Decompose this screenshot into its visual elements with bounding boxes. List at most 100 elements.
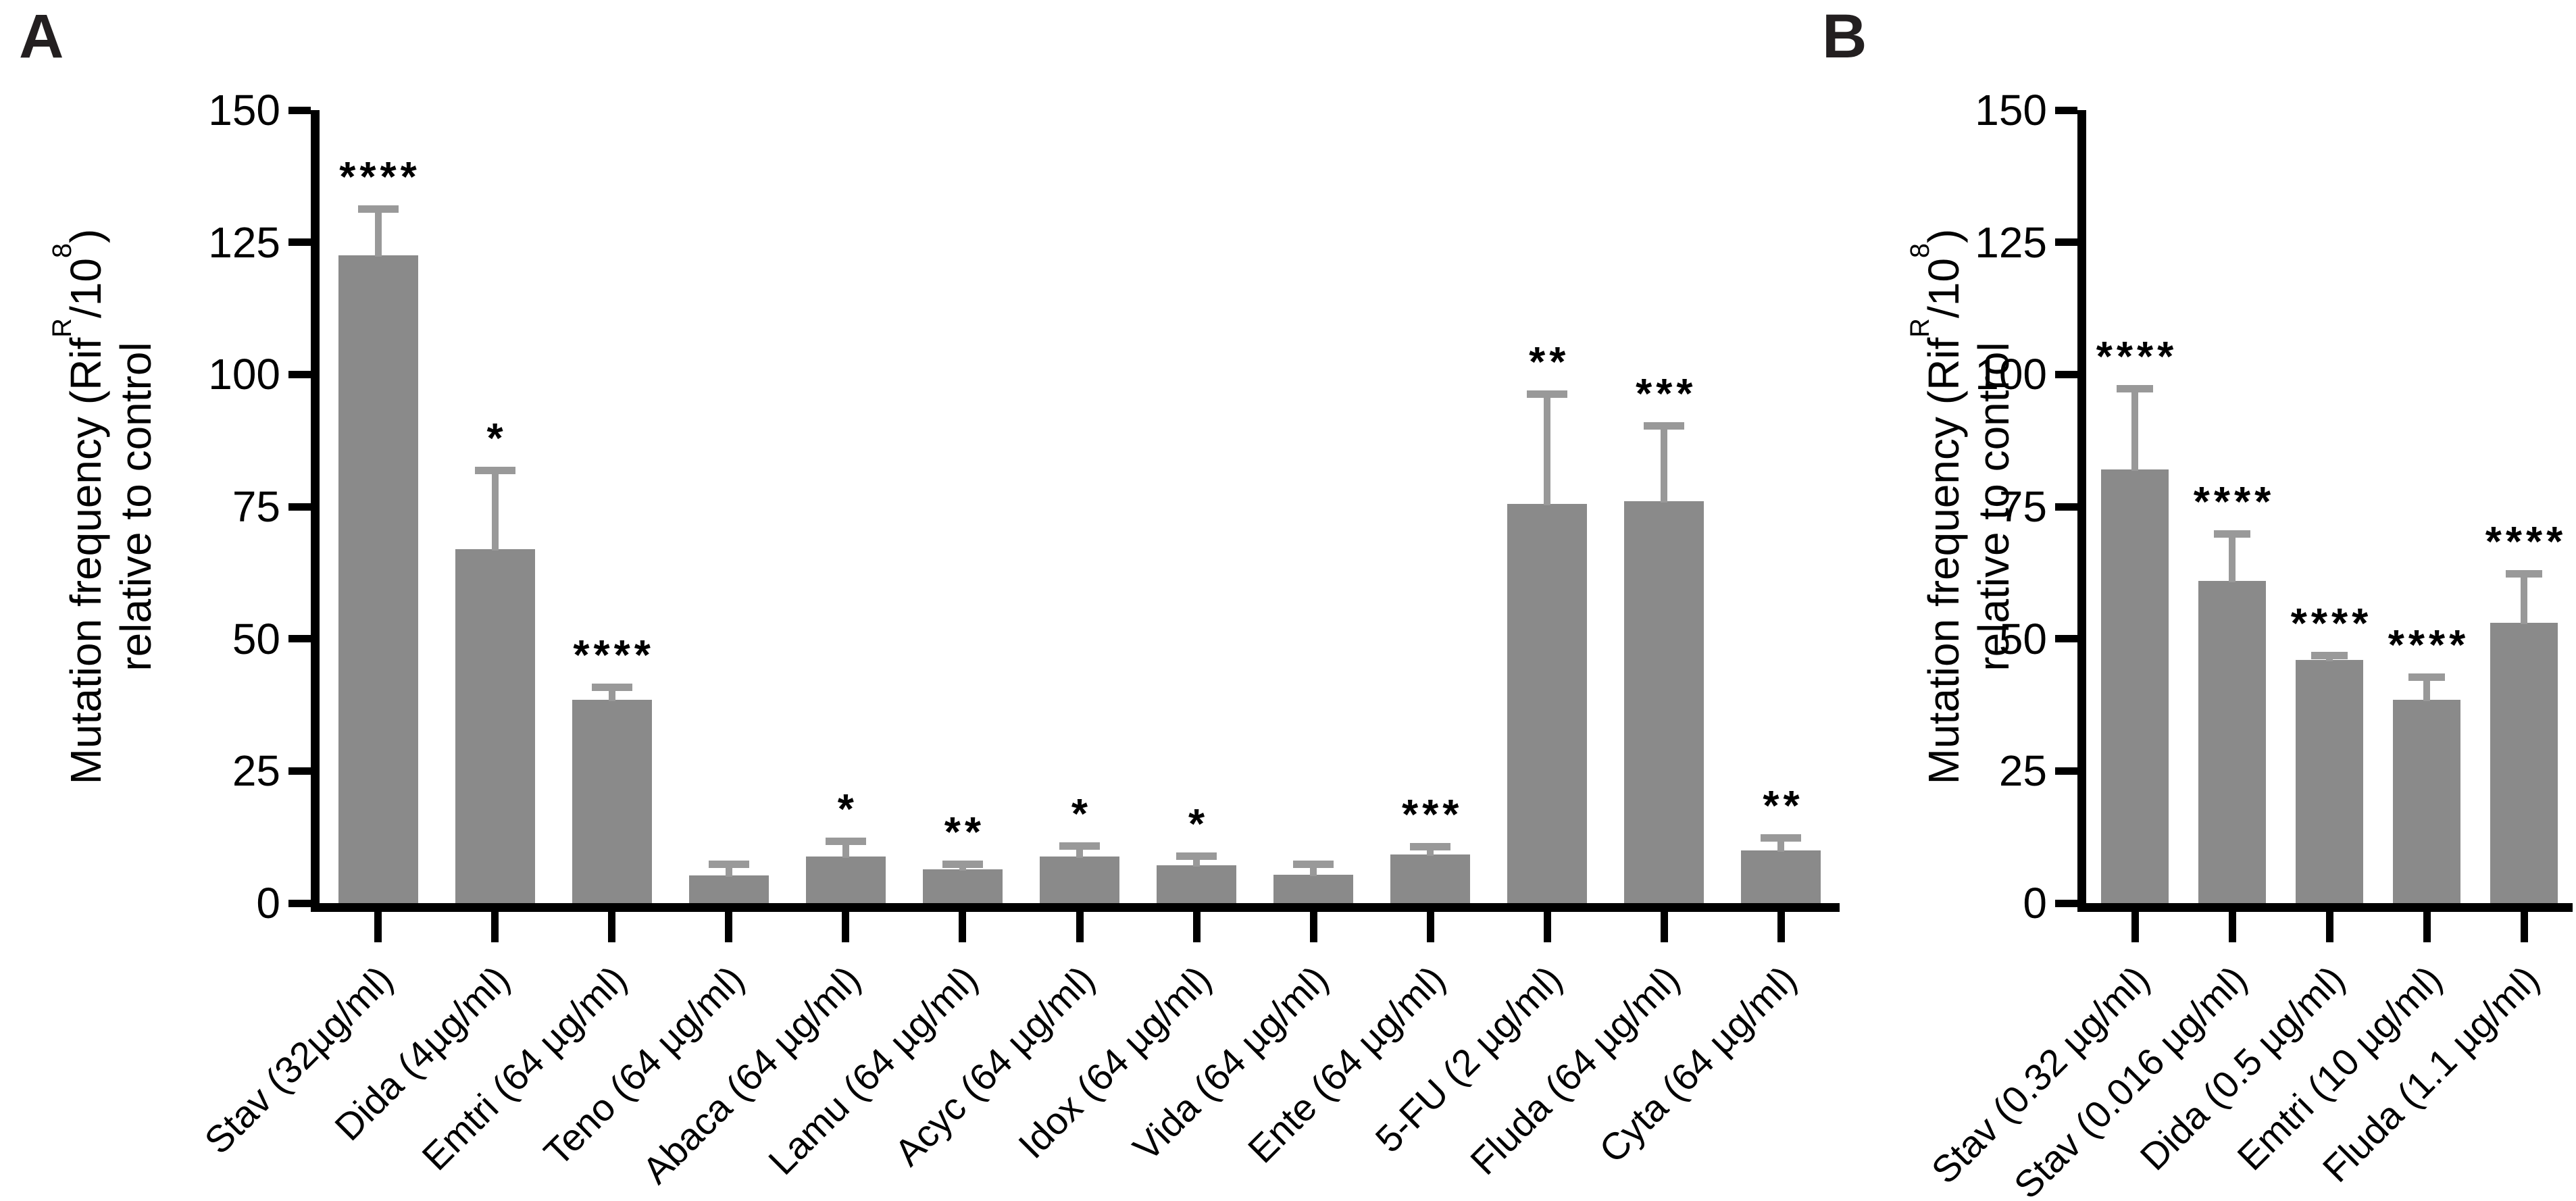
y-tick <box>288 370 311 378</box>
y-tick-label: 75 <box>1998 482 2047 531</box>
significance-stars: * <box>1071 791 1092 838</box>
bar <box>455 548 535 903</box>
significance-stars: **** <box>2485 518 2567 565</box>
x-axis-label-text: Emtri (64 µg/ml) <box>413 957 635 1179</box>
error-bar-cap <box>825 837 866 845</box>
significance-stars: **** <box>339 153 421 201</box>
x-tick <box>374 912 382 942</box>
y-tick-label: 50 <box>232 614 280 663</box>
x-axis-label-text: Teno (64 µg/ml) <box>535 957 752 1174</box>
error-bar-cap <box>1644 421 1685 430</box>
significance-stars: ** <box>944 809 986 857</box>
panel-b-letter: B <box>1822 2 1867 71</box>
bar <box>1157 865 1237 903</box>
significance-stars: **** <box>2096 334 2178 380</box>
error-bar-stem <box>842 837 849 859</box>
x-axis-label-text: Abaca (64 µg/ml) <box>634 957 869 1192</box>
error-bar-cap <box>1761 834 1802 842</box>
y-tick-label: 100 <box>1975 350 2047 399</box>
significance-stars: * <box>837 786 858 833</box>
superscript-r: R <box>47 318 77 338</box>
error-bar-stem <box>725 860 732 877</box>
significance-stars: ** <box>1763 783 1804 830</box>
x-tick <box>725 912 733 942</box>
y-tick <box>2055 106 2077 114</box>
bar <box>1624 501 1704 903</box>
y-tick-label: 100 <box>208 350 280 399</box>
x-tick <box>491 912 499 942</box>
x-axis-label-text: Acyc (64 µg/ml) <box>886 957 1103 1174</box>
error-bar-cap <box>2408 673 2445 681</box>
significance-stars: **** <box>573 632 655 680</box>
y-tick-label: 125 <box>208 218 280 267</box>
error-bar-cap <box>1059 842 1100 850</box>
significance-stars: **** <box>2388 621 2470 669</box>
y-tick <box>288 106 311 114</box>
bar <box>688 875 769 903</box>
error-bar-stem <box>1310 861 1317 876</box>
x-tick <box>1309 912 1317 942</box>
x-tick <box>1426 912 1434 942</box>
y-tick <box>288 899 311 907</box>
x-tick <box>2228 912 2236 942</box>
x-tick <box>2131 912 2139 942</box>
x-tick <box>608 912 616 942</box>
error-bar-cap <box>591 684 632 692</box>
y-tick-label: 0 <box>256 879 280 927</box>
x-tick <box>1192 912 1201 942</box>
error-bar-stem <box>1661 421 1668 503</box>
bar <box>2490 623 2558 903</box>
error-bar-stem <box>1076 842 1083 859</box>
x-tick <box>2520 912 2528 942</box>
error-bar-cap <box>1410 842 1451 850</box>
bar <box>1273 874 1354 903</box>
x-tick <box>2423 912 2431 942</box>
error-bar-stem <box>2229 530 2236 582</box>
error-bar-cap <box>474 467 515 475</box>
y-tick <box>2055 503 2077 511</box>
significance-stars: * <box>486 415 507 463</box>
x-tick <box>1076 912 1084 942</box>
y-tick-label: 150 <box>1975 86 2047 134</box>
y-tick <box>2055 238 2077 247</box>
x-axis-label-text: Lamu (64 µg/ml) <box>760 957 986 1183</box>
bar <box>1390 854 1471 903</box>
significance-stars: * <box>1188 800 1209 848</box>
panel-b: B Mutation frequency (RifR/108) relative… <box>1784 0 2576 1201</box>
error-bar-cap <box>942 861 983 869</box>
y-tick-label: 25 <box>232 746 280 796</box>
x-tick <box>1777 912 1785 942</box>
error-bar-stem <box>491 467 499 551</box>
y-tick <box>2055 767 2077 775</box>
error-bar-cap <box>1176 852 1217 860</box>
x-axis-label-text: Ente (64 µg/ml) <box>1240 957 1454 1171</box>
y-tick <box>2055 899 2077 907</box>
x-tick <box>1660 912 1668 942</box>
error-bar-stem <box>1544 390 1551 506</box>
x-axis-label-text: Fluda (64 µg/ml) <box>1461 957 1688 1183</box>
plot-area: 0 25 50 75 100 125 150 **** Stav (0.32 µg/ml) ***… <box>1923 88 2573 1201</box>
error-bar-stem <box>374 205 382 257</box>
error-bar-cap <box>2311 652 2348 660</box>
error-bar-stem <box>2423 673 2430 701</box>
bar <box>1040 857 1119 903</box>
error-bar-stem <box>2521 569 2527 625</box>
panel-a-letter: A <box>19 2 64 71</box>
significance-stars: ** <box>1529 338 1570 386</box>
y-tick <box>288 503 311 511</box>
y-tick <box>2055 370 2077 378</box>
bar <box>2393 699 2460 903</box>
y-tick-label: 125 <box>1975 218 2047 267</box>
superscript-8: 8 <box>47 242 77 259</box>
error-bar-cap <box>708 860 749 868</box>
bar <box>1507 504 1588 903</box>
bar <box>2198 580 2266 903</box>
significance-stars: *** <box>1402 791 1463 838</box>
error-bar-cap <box>2214 530 2250 538</box>
y-tick-label: 25 <box>1998 746 2047 796</box>
bar <box>922 869 1003 903</box>
bar <box>1741 850 1821 903</box>
x-tick <box>1543 912 1551 942</box>
bar <box>338 255 418 903</box>
y-tick <box>2055 635 2077 643</box>
